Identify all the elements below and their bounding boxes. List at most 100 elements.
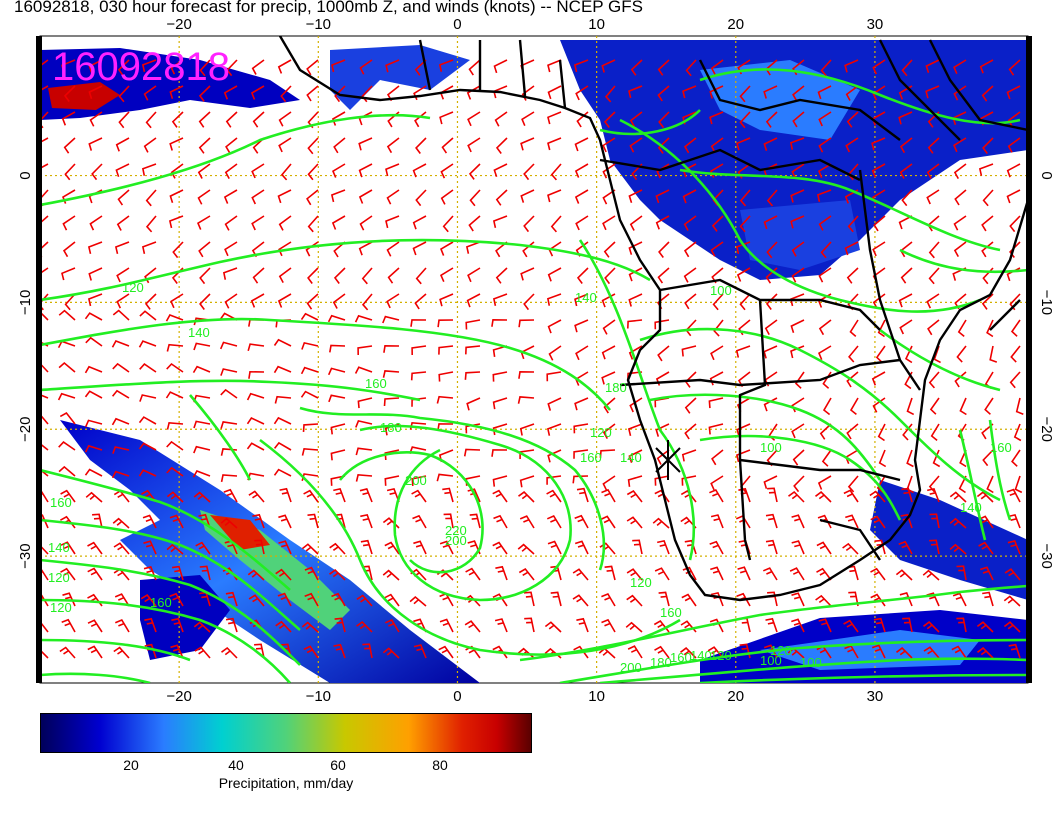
- wind-barb-feather: [1010, 544, 1017, 548]
- wind-barb: [736, 137, 751, 151]
- wind-barb: [412, 163, 427, 178]
- wind-barb: [521, 85, 535, 101]
- wind-barb: [439, 618, 454, 633]
- wind-barb: [463, 448, 481, 457]
- wind-barb: [844, 59, 859, 73]
- wind-barb-feather: [521, 546, 528, 552]
- wind-barb: [546, 293, 562, 306]
- wind-barb: [1006, 85, 1021, 100]
- wind-barb: [818, 215, 832, 231]
- wind-barb-feather: [389, 492, 396, 495]
- wind-barb: [278, 215, 292, 231]
- wind-barb: [223, 85, 238, 100]
- wind-barb: [112, 446, 130, 454]
- contour-label: 140: [620, 450, 642, 465]
- wind-barb: [331, 111, 346, 126]
- wind-barb: [873, 215, 886, 232]
- wind-barb: [169, 189, 184, 203]
- wind-barb: [384, 541, 400, 555]
- wind-barb-feather: [899, 572, 906, 578]
- wind-barb-feather: [901, 544, 908, 549]
- wind-barb-feather: [144, 597, 151, 603]
- wind-barb: [88, 59, 103, 74]
- wind-barb: [709, 488, 724, 503]
- wind-barb: [788, 490, 805, 503]
- wind-barb: [627, 645, 643, 659]
- wind-barb-feather: [873, 571, 880, 576]
- wind-barb: [143, 85, 157, 101]
- wind-barb-feather: [1008, 571, 1015, 577]
- wind-barb: [40, 544, 49, 555]
- wind-barb: [300, 390, 319, 399]
- wind-barb-feather: [657, 649, 664, 654]
- wind-barb: [198, 513, 211, 529]
- wind-barb: [844, 241, 859, 256]
- wind-barb-feather: [656, 520, 663, 527]
- wind-barb: [1013, 423, 1022, 442]
- wind-barb: [710, 514, 724, 529]
- wind-barb-feather: [819, 649, 826, 654]
- wind-barb: [599, 542, 616, 555]
- wind-barb: [443, 513, 454, 529]
- wind-barb: [145, 215, 157, 233]
- wind-barb: [62, 241, 76, 258]
- tick-label: −10: [1038, 290, 1055, 315]
- wind-barb: [928, 371, 940, 389]
- wind-barb: [273, 468, 292, 477]
- wind-barb: [518, 567, 535, 581]
- wind-barb-feather: [280, 518, 288, 522]
- wind-barb: [195, 541, 211, 555]
- wind-barb-feather: [497, 622, 504, 625]
- border-line: [878, 39, 961, 141]
- wind-barb-feather: [818, 494, 825, 500]
- wind-barb-feather: [794, 518, 801, 522]
- wind-barb: [818, 111, 832, 127]
- wind-barb: [986, 475, 994, 494]
- tick-label: 0: [453, 688, 461, 705]
- wind-barb: [713, 319, 724, 337]
- wind-barb: [442, 487, 454, 503]
- lon-ticks-bottom: −20 −10 0 10 20 30: [166, 688, 883, 705]
- wind-barb: [601, 59, 616, 73]
- wind-barb: [929, 397, 940, 415]
- wind-barb-feather: [63, 545, 70, 550]
- contour-label: 120: [48, 570, 70, 585]
- wind-barb-feather: [118, 622, 125, 627]
- wind-barb-feather: [630, 571, 637, 577]
- wind-barb: [495, 267, 508, 284]
- wind-barb-feather: [200, 518, 207, 521]
- wind-barb: [547, 449, 562, 463]
- wind-barb: [656, 449, 670, 465]
- wind-barb: [709, 111, 724, 125]
- wind-barb: [441, 137, 454, 154]
- wind-barb: [219, 341, 238, 350]
- wind-barb: [166, 362, 184, 373]
- wind-barb-feather: [416, 648, 423, 652]
- wind-barb: [602, 137, 616, 153]
- wind-barb: [438, 345, 454, 355]
- wind-barb: [385, 59, 400, 73]
- wind-barb-feather: [793, 622, 801, 626]
- wind-barb: [599, 449, 616, 458]
- wind-barb: [1006, 163, 1021, 178]
- wind-barb: [412, 215, 427, 230]
- wind-barb-feather: [899, 650, 906, 656]
- wind-barb: [414, 111, 427, 128]
- wind-barb: [957, 319, 967, 338]
- wind-barb-feather: [791, 494, 798, 500]
- wind-barb: [872, 241, 886, 257]
- precip-area-itcz-west-core: [48, 82, 120, 110]
- wind-barb: [600, 515, 616, 529]
- wind-barb-feather: [117, 571, 124, 577]
- wind-barb-feather: [926, 624, 933, 630]
- wind-barb: [61, 618, 76, 633]
- contour-label: 220: [445, 523, 467, 538]
- wind-barb: [982, 591, 994, 607]
- wind-barb: [739, 293, 751, 311]
- wind-barb-feather: [768, 517, 775, 521]
- wind-barb: [169, 85, 184, 99]
- wind-barb: [436, 473, 454, 482]
- wind-barb: [625, 621, 643, 633]
- wind-barb: [843, 619, 859, 633]
